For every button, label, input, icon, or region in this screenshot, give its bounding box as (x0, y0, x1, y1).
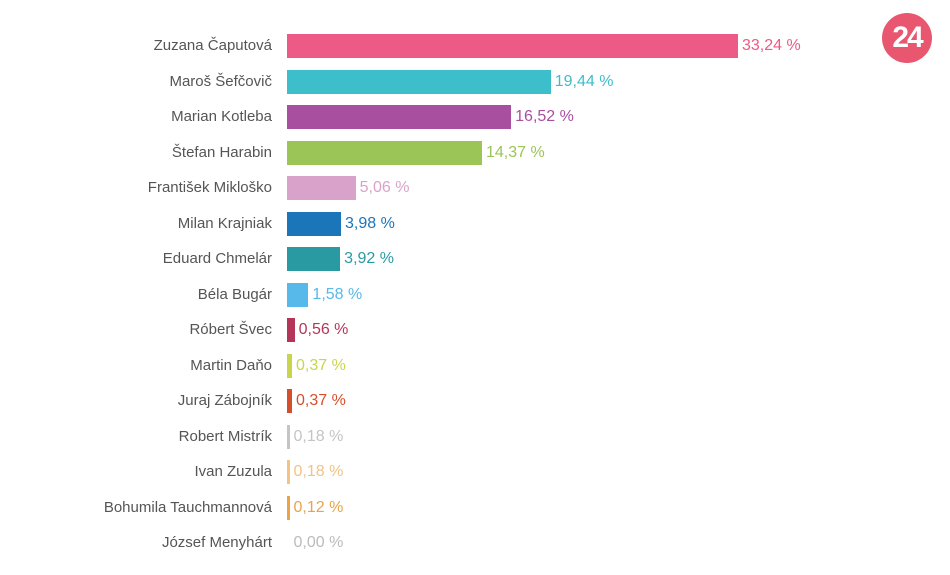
bar (287, 389, 293, 413)
bar (287, 69, 551, 94)
value-label: 0,37 % (296, 392, 346, 409)
category-label: Juraj Zábojník (177, 392, 272, 409)
logo-24: 24 (882, 13, 932, 63)
category-label: József Menyhárt (161, 534, 272, 551)
bar (287, 247, 341, 271)
category-label: Štefan Harabin (171, 143, 272, 161)
value-label: 3,98 % (345, 214, 395, 232)
value-label: 16,52 % (515, 108, 574, 125)
bar (287, 495, 290, 520)
bar (287, 176, 356, 200)
category-label: Martin Daňo (190, 356, 272, 374)
value-label: 0,00 % (293, 534, 344, 551)
value-label: 14,37 % (485, 143, 545, 161)
category-label: Bohumila Tauchmannová (103, 498, 272, 516)
value-label: 1,58 % (312, 285, 363, 303)
category-label: Marian Kotleba (171, 108, 272, 125)
bar (287, 282, 309, 307)
bar (287, 424, 290, 449)
category-label: Ivan Zuzula (194, 463, 272, 480)
value-label: 19,44 % (554, 72, 614, 90)
bar (287, 34, 738, 58)
category-label: Zuzana Čaputová (153, 37, 272, 54)
value-label: 33,24 % (742, 37, 801, 54)
value-label: 0,37 % (296, 356, 346, 374)
value-label: 0,12 % (293, 498, 344, 516)
category-label: Milan Krajniak (177, 214, 272, 232)
bar (287, 318, 295, 342)
category-label: Róbert Švec (189, 321, 272, 338)
value-label: 0,18 % (293, 463, 344, 480)
bar (287, 211, 341, 236)
category-label: František Mikloško (147, 179, 272, 196)
category-label: Eduard Chmelár (162, 250, 272, 267)
bar (287, 105, 512, 129)
value-label: 3,92 % (344, 250, 394, 267)
category-label: Maroš Šefčovič (169, 72, 272, 90)
bar (287, 460, 290, 484)
bar (287, 140, 482, 165)
value-label: 5,06 % (359, 179, 410, 196)
category-label: Béla Bugár (197, 285, 272, 303)
bar (287, 353, 293, 378)
category-label: Robert Mistrík (178, 427, 272, 445)
value-label: 0,18 % (293, 427, 344, 445)
value-label: 0,56 % (298, 321, 349, 338)
